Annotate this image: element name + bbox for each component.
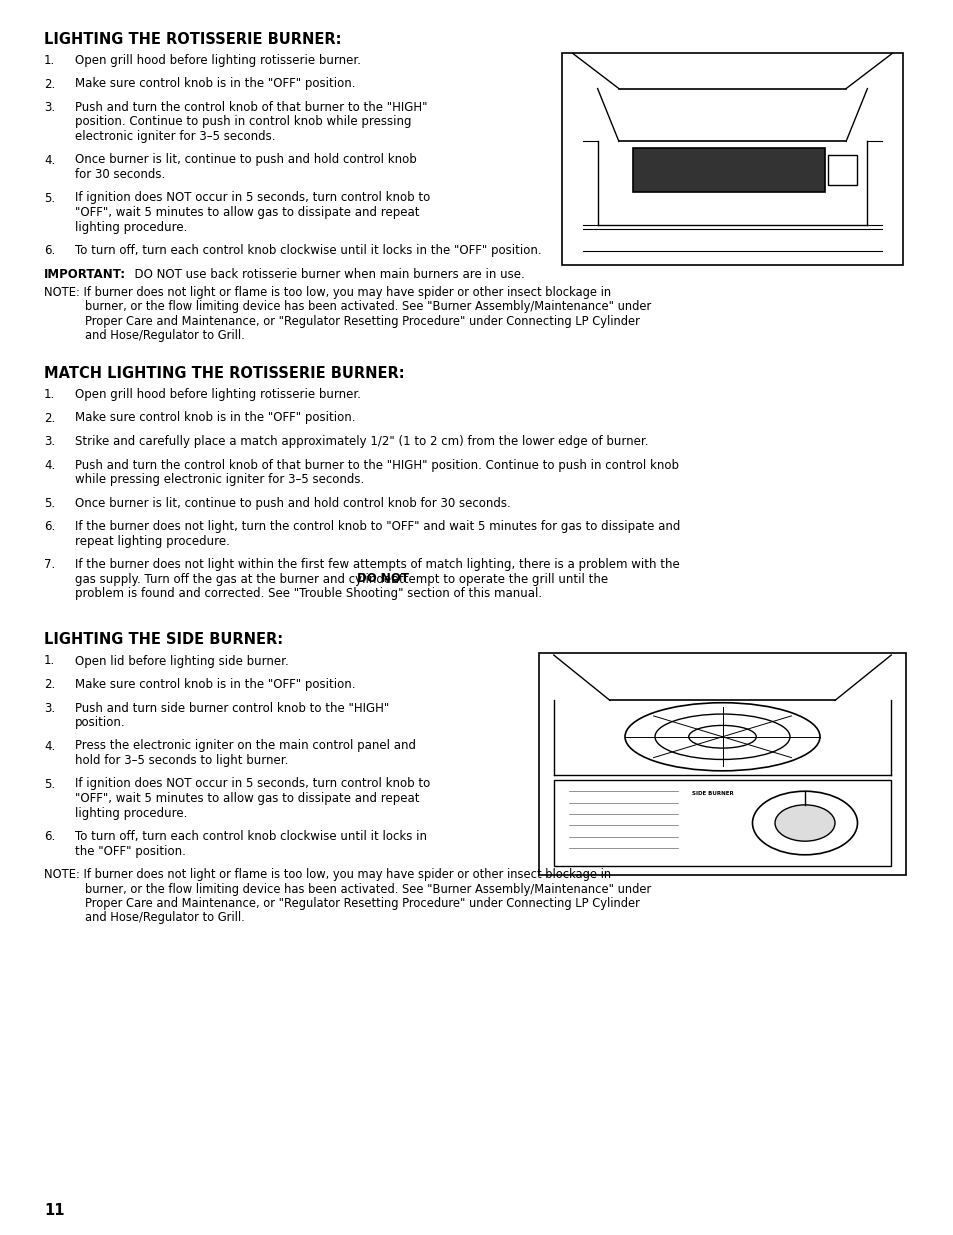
Text: gas supply. Turn off the gas at the burner and cylinder.: gas supply. Turn off the gas at the burn… xyxy=(75,573,402,585)
Text: Push and turn the control knob of that burner to the "HIGH": Push and turn the control knob of that b… xyxy=(75,101,427,114)
Text: burner, or the flow limiting device has been activated. See "Burner Assembly/Mai: burner, or the flow limiting device has … xyxy=(85,300,651,314)
Text: DO NOT: DO NOT xyxy=(356,573,409,585)
Text: Make sure control knob is in the "OFF" position.: Make sure control knob is in the "OFF" p… xyxy=(75,411,355,425)
Text: the "OFF" position.: the "OFF" position. xyxy=(75,845,186,857)
Text: Make sure control knob is in the "OFF" position.: Make sure control knob is in the "OFF" p… xyxy=(75,78,355,90)
Text: 2.: 2. xyxy=(44,78,55,90)
Circle shape xyxy=(752,792,857,855)
Text: position.: position. xyxy=(75,716,126,729)
Text: IMPORTANT:: IMPORTANT: xyxy=(44,268,126,280)
Text: 6.: 6. xyxy=(44,830,55,844)
Text: 6.: 6. xyxy=(44,245,55,257)
Text: while pressing electronic igniter for 3–5 seconds.: while pressing electronic igniter for 3–… xyxy=(75,473,364,487)
Text: Once burner is lit, continue to push and hold control knob for 30 seconds.: Once burner is lit, continue to push and… xyxy=(75,496,510,510)
Text: lighting procedure.: lighting procedure. xyxy=(75,221,187,233)
Text: Push and turn side burner control knob to the "HIGH": Push and turn side burner control knob t… xyxy=(75,701,389,715)
Text: Proper Care and Maintenance, or "Regulator Resetting Procedure" under Connecting: Proper Care and Maintenance, or "Regulat… xyxy=(85,315,639,329)
Text: "OFF", wait 5 minutes to allow gas to dissipate and repeat: "OFF", wait 5 minutes to allow gas to di… xyxy=(75,792,419,805)
FancyBboxPatch shape xyxy=(553,779,890,866)
Text: 2.: 2. xyxy=(44,411,55,425)
Text: Strike and carefully place a match approximately 1/2" (1 to 2 cm) from the lower: Strike and carefully place a match appro… xyxy=(75,435,648,448)
Text: 4.: 4. xyxy=(44,740,55,752)
Ellipse shape xyxy=(655,714,789,760)
Ellipse shape xyxy=(624,703,820,771)
Text: If ignition does NOT occur in 5 seconds, turn control knob to: If ignition does NOT occur in 5 seconds,… xyxy=(75,191,430,205)
Text: electronic igniter for 3–5 seconds.: electronic igniter for 3–5 seconds. xyxy=(75,130,275,143)
Circle shape xyxy=(774,805,834,841)
Text: If ignition does NOT occur in 5 seconds, turn control knob to: If ignition does NOT occur in 5 seconds,… xyxy=(75,778,430,790)
Ellipse shape xyxy=(688,725,756,748)
Text: SIDE BURNER: SIDE BURNER xyxy=(692,792,734,797)
Text: 4.: 4. xyxy=(44,458,55,472)
Text: 3.: 3. xyxy=(44,435,55,448)
Text: 3.: 3. xyxy=(44,101,55,114)
Text: and Hose/Regulator to Grill.: and Hose/Regulator to Grill. xyxy=(85,911,245,925)
Text: Proper Care and Maintenance, or "Regulator Resetting Procedure" under Connecting: Proper Care and Maintenance, or "Regulat… xyxy=(85,897,639,910)
Text: position. Continue to push in control knob while pressing: position. Continue to push in control kn… xyxy=(75,116,411,128)
Text: Press the electronic igniter on the main control panel and: Press the electronic igniter on the main… xyxy=(75,740,416,752)
Text: To turn off, turn each control knob clockwise until it locks in: To turn off, turn each control knob cloc… xyxy=(75,830,427,844)
Text: Make sure control knob is in the "OFF" position.: Make sure control knob is in the "OFF" p… xyxy=(75,678,355,692)
Text: hold for 3–5 seconds to light burner.: hold for 3–5 seconds to light burner. xyxy=(75,755,288,767)
Text: for 30 seconds.: for 30 seconds. xyxy=(75,168,165,182)
Text: attempt to operate the grill until the: attempt to operate the grill until the xyxy=(388,573,608,585)
FancyBboxPatch shape xyxy=(827,154,856,185)
Text: 1.: 1. xyxy=(44,655,55,667)
Text: LIGHTING THE SIDE BURNER:: LIGHTING THE SIDE BURNER: xyxy=(44,632,283,647)
Text: Push and turn the control knob of that burner to the "HIGH" position. Continue t: Push and turn the control knob of that b… xyxy=(75,458,679,472)
Text: burner, or the flow limiting device has been activated. See "Burner Assembly/Mai: burner, or the flow limiting device has … xyxy=(85,883,651,895)
Text: If the burner does not light, turn the control knob to "OFF" and wait 5 minutes : If the burner does not light, turn the c… xyxy=(75,520,679,534)
Text: "OFF", wait 5 minutes to allow gas to dissipate and repeat: "OFF", wait 5 minutes to allow gas to di… xyxy=(75,206,419,219)
Text: Once burner is lit, continue to push and hold control knob: Once burner is lit, continue to push and… xyxy=(75,153,416,167)
Text: NOTE: If burner does not light or flame is too low, you may have spider or other: NOTE: If burner does not light or flame … xyxy=(44,868,611,881)
Text: 5.: 5. xyxy=(44,496,55,510)
FancyBboxPatch shape xyxy=(538,653,905,876)
Text: 11: 11 xyxy=(44,1203,65,1218)
Text: DO NOT use back rotisserie burner when main burners are in use.: DO NOT use back rotisserie burner when m… xyxy=(127,268,524,280)
Text: LIGHTING THE ROTISSERIE BURNER:: LIGHTING THE ROTISSERIE BURNER: xyxy=(44,32,341,47)
Text: and Hose/Regulator to Grill.: and Hose/Regulator to Grill. xyxy=(85,330,245,342)
Text: Open lid before lighting side burner.: Open lid before lighting side burner. xyxy=(75,655,289,667)
Text: Open grill hood before lighting rotisserie burner.: Open grill hood before lighting rotisser… xyxy=(75,388,360,401)
Text: problem is found and corrected. See "Trouble Shooting" section of this manual.: problem is found and corrected. See "Tro… xyxy=(75,587,541,600)
Text: Open grill hood before lighting rotisserie burner.: Open grill hood before lighting rotisser… xyxy=(75,54,360,67)
Text: 7.: 7. xyxy=(44,558,55,571)
Text: NOTE: If burner does not light or flame is too low, you may have spider or other: NOTE: If burner does not light or flame … xyxy=(44,287,611,299)
Text: MATCH LIGHTING THE ROTISSERIE BURNER:: MATCH LIGHTING THE ROTISSERIE BURNER: xyxy=(44,366,404,382)
Text: 1.: 1. xyxy=(44,388,55,401)
Text: 1.: 1. xyxy=(44,54,55,67)
Text: repeat lighting procedure.: repeat lighting procedure. xyxy=(75,535,230,547)
Text: 2.: 2. xyxy=(44,678,55,692)
Text: 5.: 5. xyxy=(44,778,55,790)
FancyBboxPatch shape xyxy=(633,148,824,191)
FancyBboxPatch shape xyxy=(561,53,902,264)
Text: 3.: 3. xyxy=(44,701,55,715)
Text: 4.: 4. xyxy=(44,153,55,167)
Text: 6.: 6. xyxy=(44,520,55,534)
Text: 5.: 5. xyxy=(44,191,55,205)
Text: If the burner does not light within the first few attempts of match lighting, th: If the burner does not light within the … xyxy=(75,558,679,571)
Text: lighting procedure.: lighting procedure. xyxy=(75,806,187,820)
Text: To turn off, turn each control knob clockwise until it locks in the "OFF" positi: To turn off, turn each control knob cloc… xyxy=(75,245,541,257)
